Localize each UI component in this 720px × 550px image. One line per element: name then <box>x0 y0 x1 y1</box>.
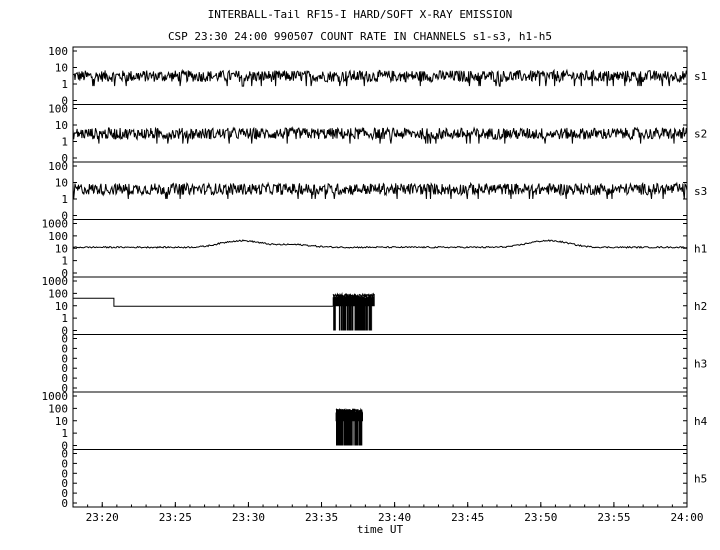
x-axis-label: time UT <box>357 523 404 536</box>
xtick-label: 23:45 <box>451 511 484 524</box>
series-line-h1 <box>72 239 688 249</box>
xtick-label: 23:30 <box>232 511 265 524</box>
panel-label-s3: s3 <box>694 185 707 198</box>
series-line-s2 <box>72 126 688 144</box>
ytick-label-h5: 0 <box>61 467 68 480</box>
ytick-label-h5: 0 <box>61 448 68 461</box>
ytick-label-s1: 100 <box>48 45 68 58</box>
xtick-label: 23:20 <box>86 511 119 524</box>
ytick-label-h3: 0 <box>61 382 68 395</box>
ytick-label-s3: 1 <box>61 193 68 206</box>
series-steps-h2 <box>73 297 334 307</box>
panel-label-h5: h5 <box>694 472 707 485</box>
chart-subtitle: CSP 23:30 24:00 990507 COUNT RATE IN CHA… <box>167 30 553 43</box>
xtick-label: 23:55 <box>597 511 630 524</box>
series-line-s3 <box>72 181 688 200</box>
ytick-label-s3: 10 <box>55 177 68 190</box>
ytick-label-s1: 10 <box>55 62 68 75</box>
ytick-label-h3: 0 <box>61 372 68 385</box>
ytick-label-h1: 1 <box>61 255 68 268</box>
ytick-label-h3: 0 <box>61 342 68 355</box>
series-burst-h2 <box>332 292 375 331</box>
ytick-label-h1: 100 <box>48 230 68 243</box>
ytick-label-h1: 1000 <box>42 218 69 231</box>
ytick-label-h2: 1 <box>61 312 68 325</box>
ytick-label-s2: 100 <box>48 103 68 116</box>
panel-label-s2: s2 <box>694 127 707 140</box>
panel-frame-h2 <box>72 276 688 335</box>
ytick-label-h1: 0 <box>61 267 68 280</box>
series-line-s1 <box>72 68 688 87</box>
panel-frame-h5 <box>72 449 688 508</box>
ytick-label-h3: 0 <box>61 362 68 375</box>
ytick-label-s1: 1 <box>61 78 68 91</box>
ytick-label-h5: 0 <box>61 477 68 490</box>
ytick-label-h3: 0 <box>61 352 68 365</box>
xtick-label: 24:00 <box>670 511 703 524</box>
xtick-label: 23:35 <box>305 511 338 524</box>
ytick-label-h5: 0 <box>61 487 68 500</box>
panel-frame-h1 <box>72 219 688 278</box>
panel-label-s1: s1 <box>694 70 707 83</box>
chart-title: INTERBALL-Tail RF15-I HARD/SOFT X-RAY EM… <box>207 8 513 21</box>
ytick-label-s2: 10 <box>55 119 68 132</box>
ytick-label-h1: 10 <box>55 242 68 255</box>
ytick-label-h2: 100 <box>48 287 68 300</box>
ytick-label-h2: 10 <box>55 300 68 313</box>
panel-frame-h3 <box>72 334 688 393</box>
panel-label-h2: h2 <box>694 300 707 313</box>
ytick-label-s3: 0 <box>61 210 68 223</box>
ytick-label-s2: 1 <box>61 136 68 149</box>
ytick-label-h2: 1000 <box>42 275 69 288</box>
ytick-label-h4: 0 <box>61 440 68 453</box>
xtick-label: 23:40 <box>378 511 411 524</box>
ytick-label-h2: 0 <box>61 325 68 338</box>
ytick-label-h4: 1 <box>61 427 68 440</box>
ytick-label-h4: 1000 <box>42 390 69 403</box>
ytick-label-s2: 0 <box>61 152 68 165</box>
series-burst-h4 <box>335 407 363 446</box>
ytick-label-h4: 10 <box>55 415 68 428</box>
panel-label-h1: h1 <box>694 242 707 255</box>
ytick-label-s3: 100 <box>48 160 68 173</box>
ytick-label-s1: 0 <box>61 95 68 108</box>
panel-label-h3: h3 <box>694 357 707 370</box>
panel-label-h4: h4 <box>694 415 708 428</box>
xtick-label: 23:25 <box>159 511 192 524</box>
xtick-label: 23:50 <box>524 511 557 524</box>
ytick-label-h5: 0 <box>61 457 68 470</box>
ytick-label-h3: 0 <box>61 333 68 346</box>
ytick-label-h5: 0 <box>61 497 68 510</box>
ytick-label-h4: 100 <box>48 402 68 415</box>
panel-frame-h4 <box>72 391 688 450</box>
